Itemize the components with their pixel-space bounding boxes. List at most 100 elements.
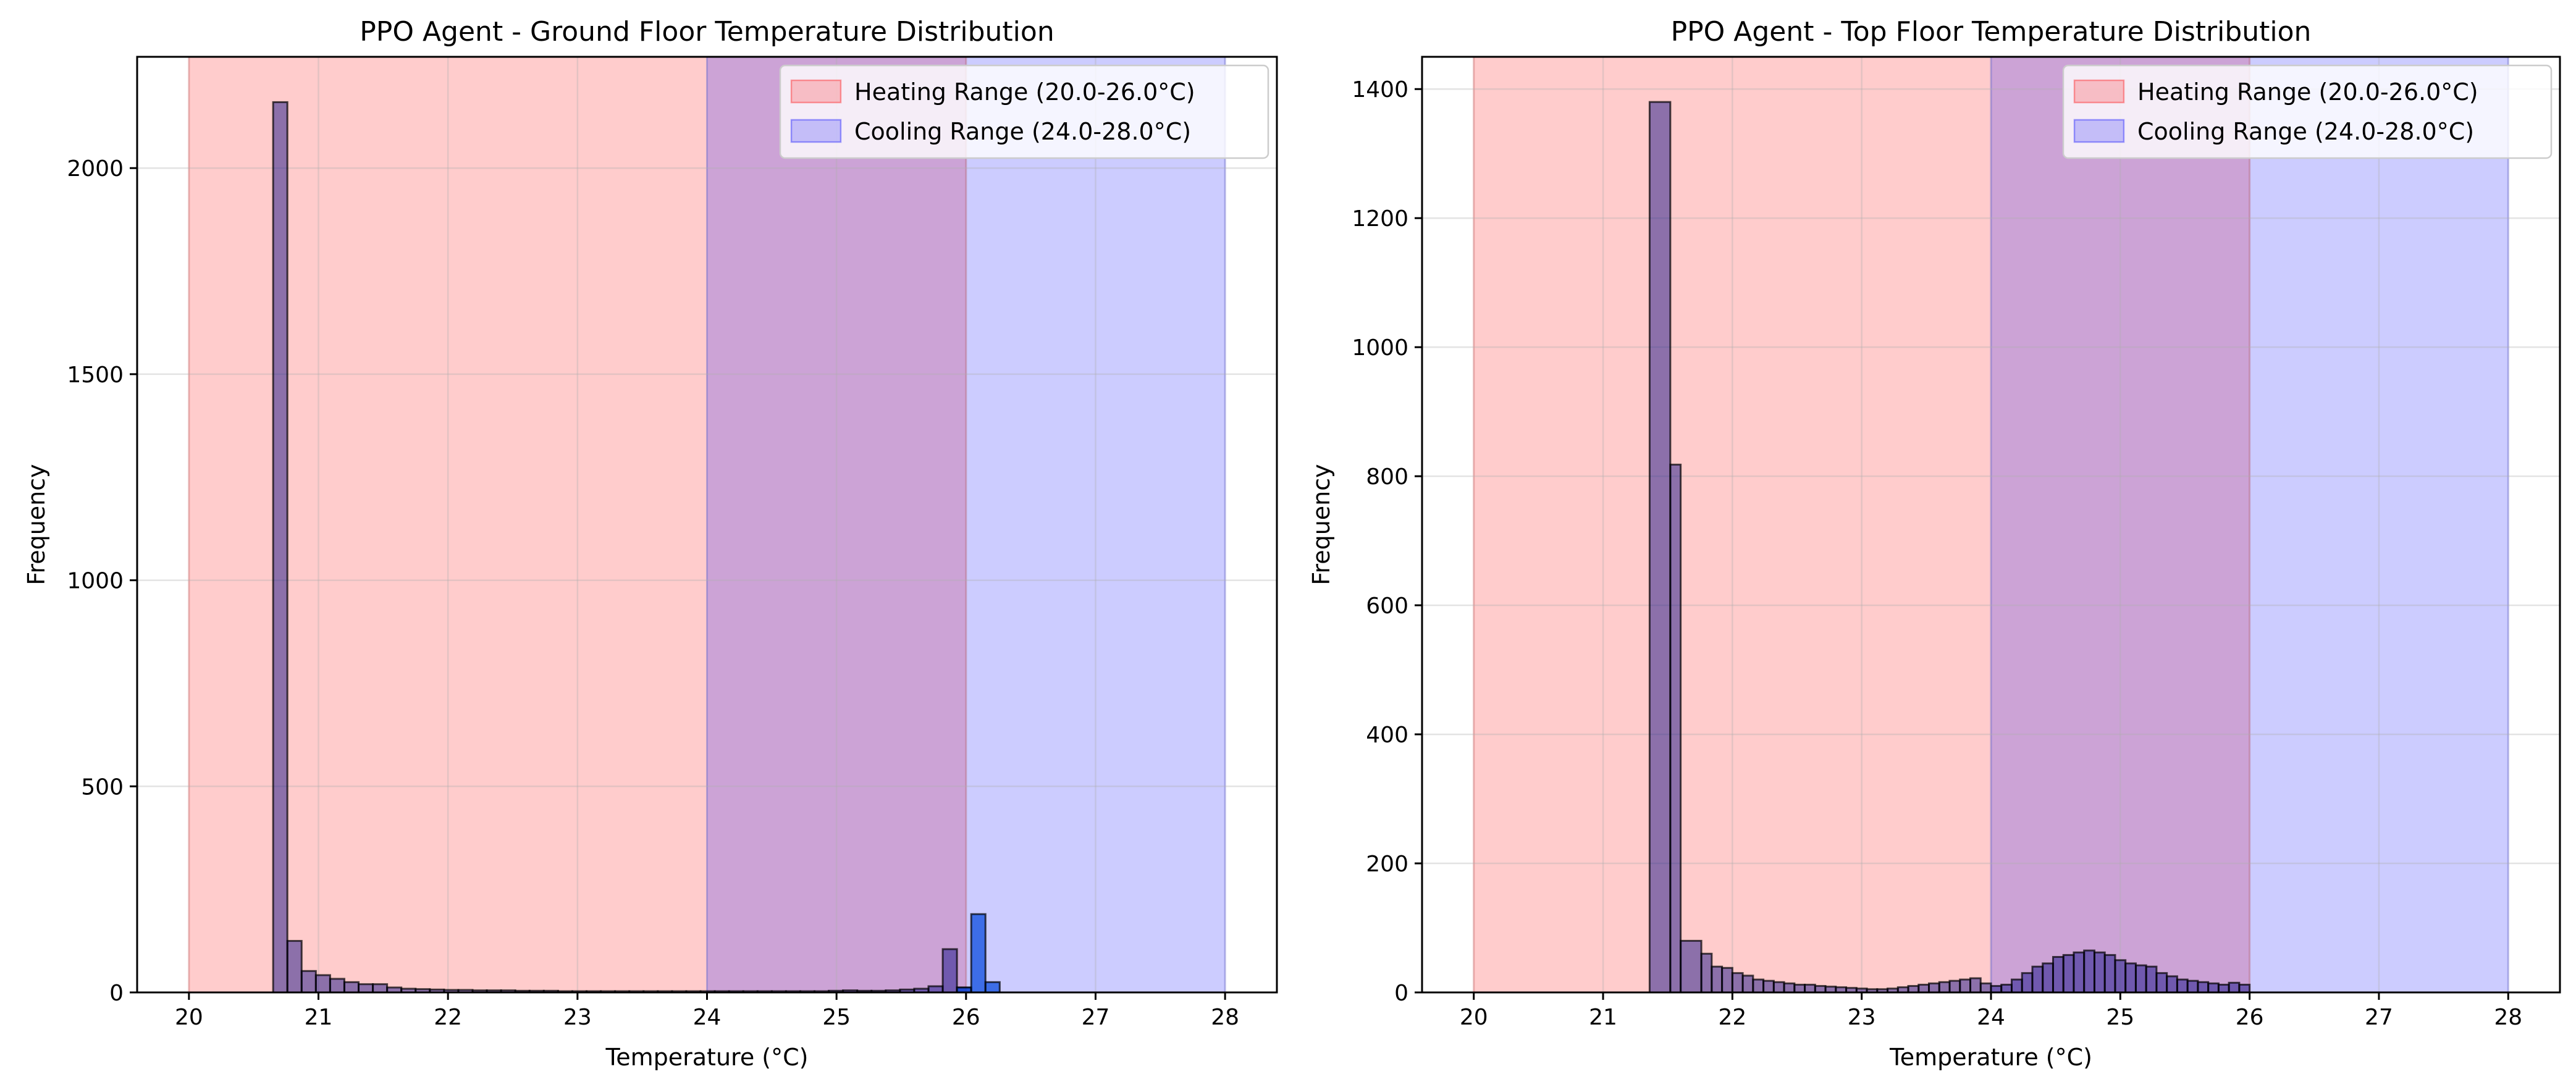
histogram-bar (1752, 978, 1765, 994)
legend-swatch-cooling (790, 119, 842, 143)
x-tick-label: 27 (2365, 1005, 2393, 1030)
y-tick-label: 500 (81, 774, 124, 800)
histogram-bar (1948, 979, 1961, 994)
legend-label-heating: Heating Range (20.0-26.0°C) (854, 78, 1195, 106)
x-axis-label: Temperature (°C) (605, 1044, 809, 1071)
x-tick-label: 22 (1718, 1005, 1746, 1030)
histogram-bar (1772, 981, 1785, 994)
histogram-bar (2228, 981, 2241, 994)
cooling-range-band (1990, 56, 2509, 994)
histogram-bar (1741, 975, 1754, 994)
histogram-bar (2114, 959, 2127, 994)
histogram-bar (2103, 954, 2116, 994)
histogram-bar (1814, 985, 1827, 994)
heating-range-band (188, 56, 967, 994)
histogram-bar (2207, 982, 2220, 994)
x-tick-label: 21 (1589, 1005, 1617, 1030)
y-tick-label: 400 (1366, 723, 1408, 748)
legend: Heating Range (20.0-26.0°C) Cooling Range… (779, 64, 1269, 159)
heating-range-band (1473, 56, 2251, 994)
legend-label-cooling: Cooling Range (24.0-28.0°C) (2137, 118, 2474, 145)
histogram-bar (2124, 962, 2137, 994)
x-tick-label: 25 (822, 1005, 851, 1030)
histogram-bar (2186, 979, 2199, 994)
histogram-bar (2031, 965, 2044, 994)
y-tick-label: 1000 (1352, 335, 1408, 361)
histogram-bar (1669, 463, 1682, 994)
histogram-bar (984, 981, 1001, 994)
y-tick-label: 0 (109, 981, 124, 1006)
y-tick-label: 200 (1366, 852, 1408, 877)
histogram-bar (2073, 951, 2086, 994)
histogram-bar (2000, 983, 2013, 994)
legend: Heating Range (20.0-26.0°C) Cooling Range… (2062, 64, 2553, 159)
histogram-bar (2176, 978, 2189, 994)
x-tick-label: 28 (1211, 1005, 1239, 1030)
ground-floor-chart: 20 21 22 23 24 25 26 27 28 0 500 1000 1500 2000 PPO Ag… (23, 16, 1278, 1071)
x-tick-label: 24 (693, 1005, 722, 1030)
histogram-bar (1762, 979, 1775, 994)
histogram-bar (343, 981, 360, 994)
histogram-bar (272, 101, 288, 994)
histogram-bar (2145, 965, 2158, 994)
histogram-bar (1907, 985, 1920, 994)
x-tick-label: 20 (1460, 1005, 1488, 1030)
histogram-bar (2134, 964, 2147, 994)
x-tick-label: 27 (1082, 1005, 1110, 1030)
legend-swatch-heating (2073, 79, 2125, 104)
y-axis-label: Frequency (1308, 464, 1335, 585)
histogram-bar (2155, 972, 2168, 994)
legend-label-heating: Heating Range (20.0-26.0°C) (2137, 78, 2478, 106)
histogram-bar (286, 940, 303, 994)
histogram-bar (1648, 101, 1672, 994)
x-tick-label: 23 (563, 1005, 592, 1030)
chart-title: PPO Agent - Top Floor Temperature Distri… (1671, 16, 2312, 48)
histogram-bar (2021, 972, 2034, 994)
y-tick-label: 800 (1366, 464, 1408, 490)
histogram-bar (1959, 978, 1972, 994)
histogram-bar (2052, 956, 2065, 994)
histogram-bar (1700, 952, 1713, 994)
y-tick-label: 0 (1394, 981, 1408, 1006)
histogram-bar (1731, 972, 1744, 994)
x-tick-label: 20 (175, 1005, 203, 1030)
histogram-bar (372, 983, 389, 994)
histogram-bar (1928, 982, 1940, 994)
histogram-bar (1793, 983, 1806, 994)
x-tick-label: 26 (952, 1005, 980, 1030)
histogram-bar (927, 985, 944, 994)
histogram-bar (358, 983, 374, 994)
y-tick-label: 1000 (67, 569, 124, 594)
y-tick-label: 1200 (1352, 206, 1408, 232)
x-tick-label: 22 (434, 1005, 462, 1030)
top-floor-chart: 20 21 22 23 24 25 26 27 28 0 200 400 600 800 1000 1200 1… (1308, 16, 2561, 1071)
histogram-bar (1917, 983, 1930, 994)
y-axis-label: Frequency (23, 464, 50, 585)
histogram-bar (970, 913, 987, 994)
histogram-bar (329, 978, 345, 994)
y-tick-label: 1400 (1352, 77, 1408, 103)
x-tick-label: 28 (2494, 1005, 2522, 1030)
histogram-bar (2010, 978, 2023, 994)
histogram-bar (2062, 954, 2075, 994)
histogram-bar (1783, 982, 1796, 994)
histogram-bar (1680, 939, 1703, 994)
y-tick-label: 1500 (67, 363, 124, 388)
y-tick-label: 2000 (67, 156, 124, 182)
plot-area (1422, 57, 2560, 992)
legend-label-cooling: Cooling Range (24.0-28.0°C) (854, 118, 1191, 145)
histogram-bar (2166, 975, 2178, 994)
histogram-bar (2042, 962, 2054, 994)
histogram-bar (2238, 983, 2251, 994)
x-tick-label: 26 (2236, 1005, 2264, 1030)
histogram-bar (1990, 985, 2003, 994)
histogram-bar (2217, 983, 2230, 994)
legend-box (779, 64, 1269, 159)
x-tick-label: 23 (1848, 1005, 1876, 1030)
chart-title: PPO Agent - Ground Floor Temperature Dis… (360, 16, 1054, 48)
histogram-bar (1721, 966, 1733, 994)
histogram-bar (2093, 951, 2106, 994)
x-tick-label: 24 (1977, 1005, 2005, 1030)
y-tick-label: 600 (1366, 593, 1408, 619)
